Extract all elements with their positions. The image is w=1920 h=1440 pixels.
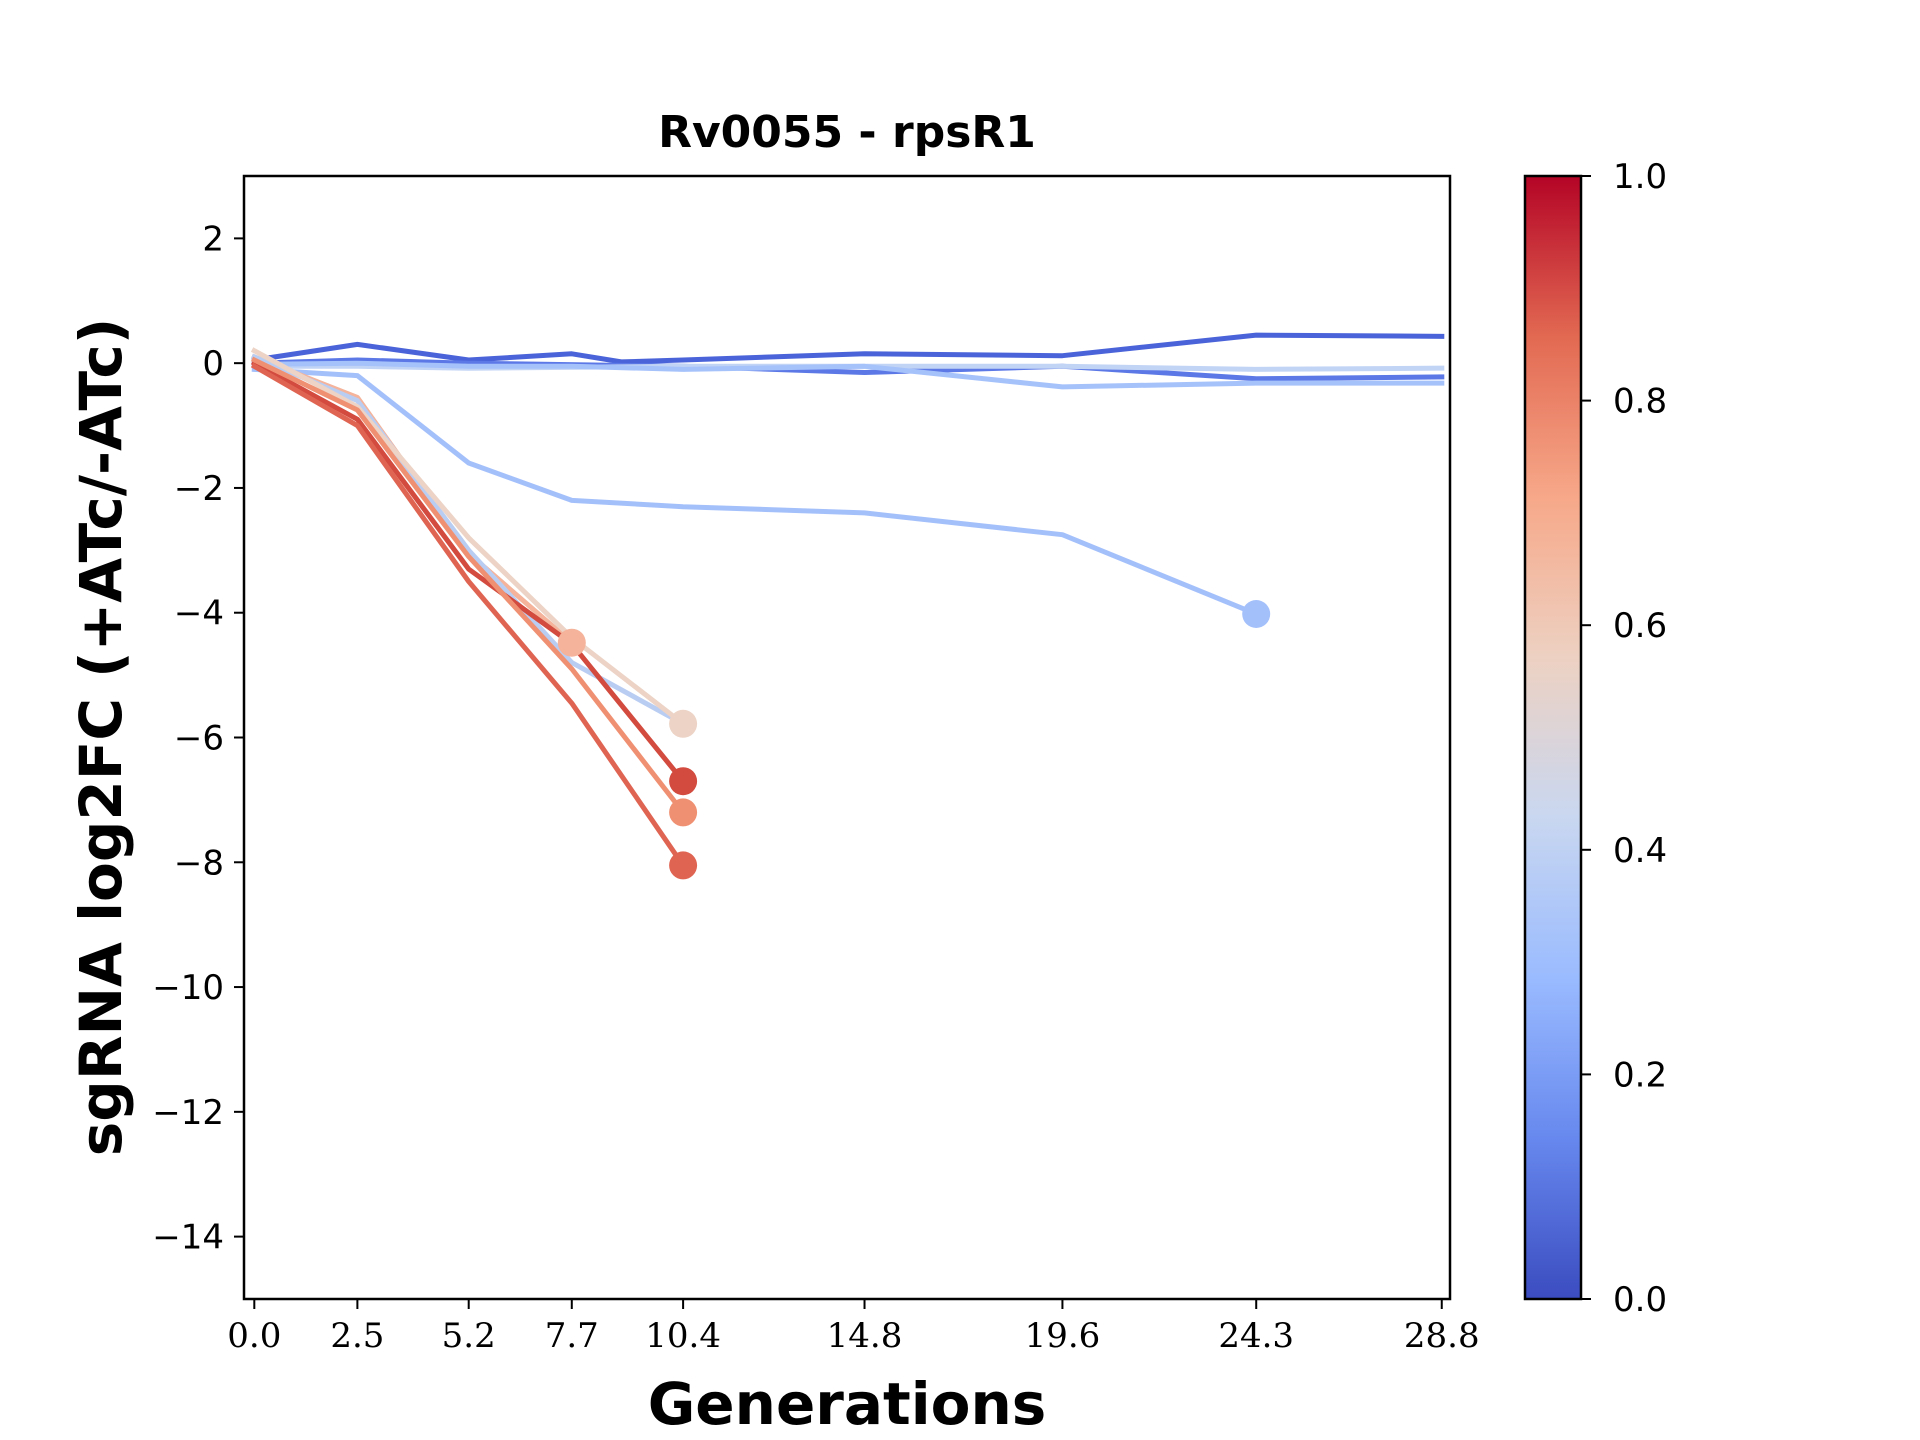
series-line-10 <box>250 356 687 816</box>
colorbar-tick-label: 1.0 <box>1613 157 1667 197</box>
colorbar-tick-label: 0.6 <box>1613 606 1667 646</box>
y-tick-label: −6 <box>174 719 224 759</box>
y-tick-label: −2 <box>174 469 224 509</box>
series-endpoint-9 <box>669 767 698 796</box>
y-tick-label: −12 <box>152 1093 224 1133</box>
colorbar-tick-label: 0.4 <box>1613 831 1667 871</box>
y-tick-label: −4 <box>174 594 224 634</box>
colorbar-gradient <box>1523 174 1583 1301</box>
series-line-9 <box>250 359 687 785</box>
chart-title: Rv0055 - rpsR1 <box>658 107 1036 158</box>
x-tick-label: 10.4 <box>645 1316 721 1356</box>
series-endpoint-8 <box>669 709 698 738</box>
series-line-4 <box>251 360 1445 390</box>
x-tick-label: 5.2 <box>442 1316 496 1356</box>
y-axis-label: sgRNA log2FC (+ATc/-ATc) <box>67 318 135 1156</box>
colorbar-tick-label: 0.2 <box>1613 1055 1667 1095</box>
series-group <box>250 332 1445 880</box>
x-tick-label: 19.6 <box>1025 1316 1101 1356</box>
y-tick-label: 0 <box>202 344 224 384</box>
x-tick-label: 24.3 <box>1218 1316 1294 1356</box>
y-tick-label: −10 <box>152 968 224 1008</box>
series-endpoint-11 <box>669 851 698 880</box>
series-line-8 <box>250 347 687 728</box>
x-tick-label: 14.8 <box>827 1316 903 1356</box>
series-line-11 <box>250 362 687 869</box>
y-tick-label: −14 <box>152 1218 224 1258</box>
series-line-5 <box>251 366 1260 618</box>
y-tick-label: 2 <box>202 219 224 259</box>
series-endpoint-6 <box>557 628 586 657</box>
x-tick-label: 28.8 <box>1404 1316 1480 1356</box>
series-endpoint-5 <box>1242 600 1271 628</box>
colorbar-tick-label: 0.8 <box>1613 382 1667 422</box>
x-tick-label: 0.0 <box>227 1316 281 1356</box>
colorbar-tick-label: 0.0 <box>1613 1280 1667 1320</box>
plot-frame <box>242 174 1452 1301</box>
x-tick-label: 7.7 <box>545 1316 599 1356</box>
x-tick-label: 2.5 <box>330 1316 384 1356</box>
series-line-1 <box>251 332 1445 365</box>
y-tick-label: −8 <box>174 843 224 883</box>
series-endpoint-10 <box>669 798 698 827</box>
colorbar: 0.0 0.2 0.4 0.6 0.8 1.0 <box>1523 157 1667 1320</box>
plot-area: 0.0 2.5 5.2 7.7 10.4 14.8 19.6 24.3 28.8 2 0 −2 −4 −6… <box>152 174 1480 1356</box>
x-axis-label: Generations <box>648 1370 1047 1438</box>
